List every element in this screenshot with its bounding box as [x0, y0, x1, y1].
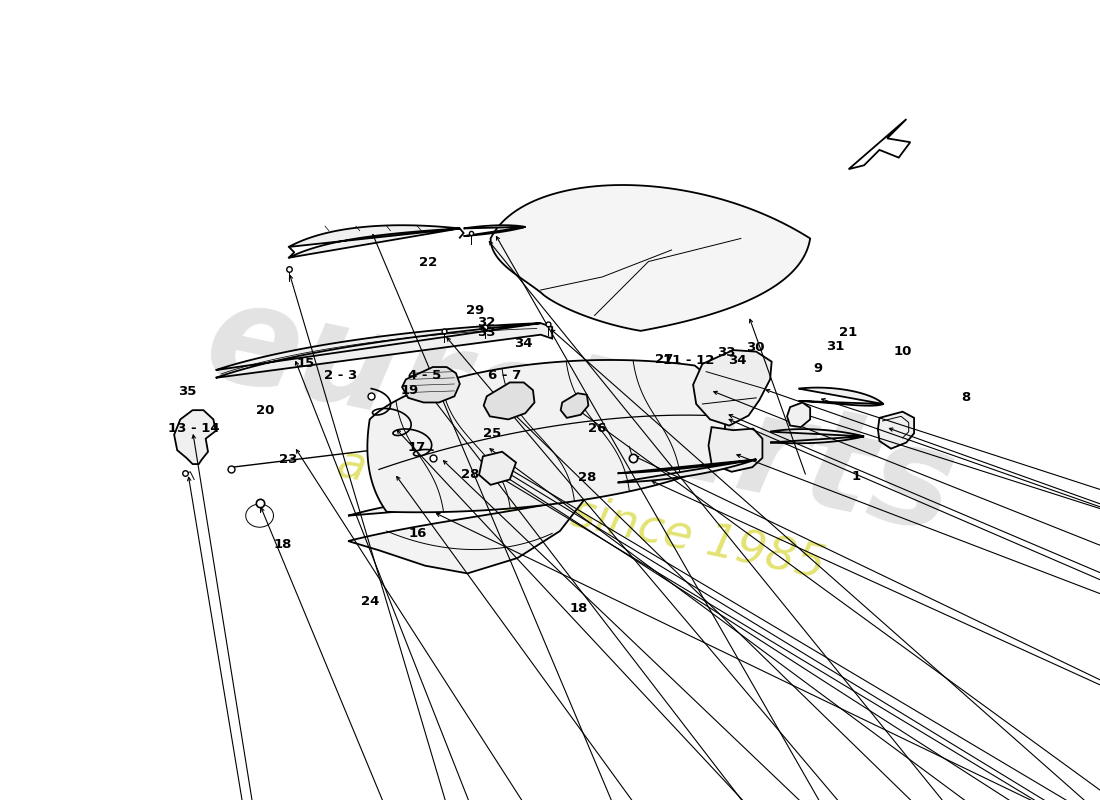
Text: 19: 19	[400, 384, 419, 397]
Text: 16: 16	[409, 527, 427, 540]
Polygon shape	[403, 367, 460, 402]
Text: 32: 32	[476, 315, 495, 329]
Polygon shape	[708, 427, 762, 472]
Text: 20: 20	[256, 404, 275, 417]
Polygon shape	[464, 226, 526, 236]
Text: 33: 33	[717, 346, 736, 358]
Polygon shape	[561, 394, 588, 418]
Text: 35: 35	[178, 385, 197, 398]
Text: 26: 26	[588, 422, 607, 435]
Text: 31: 31	[826, 340, 844, 354]
Polygon shape	[367, 360, 725, 512]
Polygon shape	[491, 185, 810, 331]
Polygon shape	[878, 412, 914, 449]
Text: 34: 34	[514, 337, 532, 350]
Text: 33: 33	[476, 326, 495, 339]
Text: 17: 17	[407, 441, 426, 454]
Polygon shape	[484, 382, 535, 419]
Text: 28: 28	[461, 468, 480, 482]
Text: 18: 18	[570, 602, 589, 615]
Polygon shape	[618, 459, 757, 482]
Text: 8: 8	[961, 391, 970, 404]
Text: a passion since 1985: a passion since 1985	[332, 441, 828, 589]
Polygon shape	[788, 402, 810, 427]
Polygon shape	[348, 493, 587, 574]
Polygon shape	[770, 429, 865, 443]
Polygon shape	[849, 119, 911, 169]
Text: 27: 27	[654, 353, 673, 366]
Text: 18: 18	[274, 538, 292, 551]
Polygon shape	[480, 452, 516, 485]
Polygon shape	[289, 226, 460, 258]
Text: 28: 28	[579, 471, 596, 485]
Text: 1: 1	[851, 470, 860, 483]
Text: 25: 25	[483, 427, 500, 440]
Text: euroParts: euroParts	[195, 271, 967, 562]
Text: 30: 30	[746, 341, 764, 354]
Polygon shape	[693, 350, 772, 426]
Polygon shape	[216, 323, 552, 378]
Text: 22: 22	[419, 256, 438, 269]
Polygon shape	[174, 410, 216, 464]
Text: 10: 10	[893, 345, 912, 358]
Text: 4 - 5: 4 - 5	[408, 369, 441, 382]
Text: 13 - 14: 13 - 14	[168, 422, 219, 435]
Text: 24: 24	[362, 594, 380, 608]
Polygon shape	[799, 387, 883, 406]
Text: 9: 9	[813, 362, 823, 374]
Text: 23: 23	[279, 453, 298, 466]
Text: 2 - 3: 2 - 3	[324, 369, 358, 382]
Text: 29: 29	[465, 304, 484, 317]
Text: 34: 34	[728, 354, 747, 367]
Text: 6 - 7: 6 - 7	[487, 369, 521, 382]
Text: 15: 15	[296, 358, 315, 370]
Text: 11 - 12: 11 - 12	[663, 354, 715, 367]
Text: 21: 21	[839, 326, 858, 339]
